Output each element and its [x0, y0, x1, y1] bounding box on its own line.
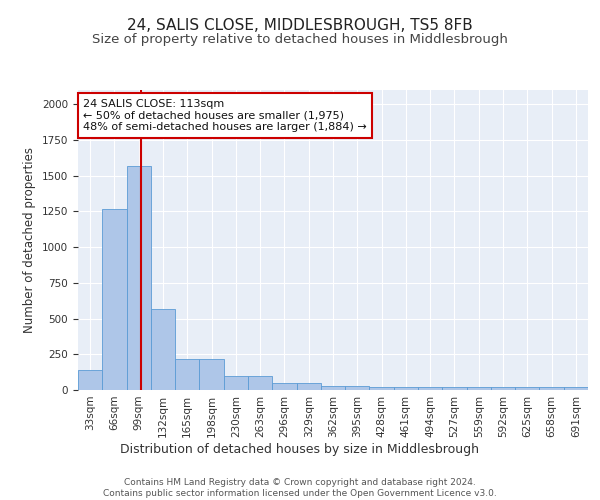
Bar — [78, 370, 102, 390]
Bar — [248, 376, 272, 390]
Text: Contains HM Land Registry data © Crown copyright and database right 2024.
Contai: Contains HM Land Registry data © Crown c… — [103, 478, 497, 498]
Bar — [515, 387, 539, 390]
Bar — [175, 360, 199, 390]
Bar — [224, 376, 248, 390]
Text: Size of property relative to detached houses in Middlesbrough: Size of property relative to detached ho… — [92, 32, 508, 46]
Bar — [296, 383, 321, 390]
Bar — [102, 208, 127, 390]
Bar — [321, 386, 345, 390]
Bar — [127, 166, 151, 390]
Bar — [370, 387, 394, 390]
Bar — [418, 387, 442, 390]
Text: 24 SALIS CLOSE: 113sqm
← 50% of detached houses are smaller (1,975)
48% of semi-: 24 SALIS CLOSE: 113sqm ← 50% of detached… — [83, 99, 367, 132]
Bar — [151, 308, 175, 390]
Bar — [442, 387, 467, 390]
Bar — [467, 387, 491, 390]
Bar — [345, 386, 370, 390]
Bar — [539, 387, 564, 390]
Bar — [272, 383, 296, 390]
Bar — [199, 360, 224, 390]
Y-axis label: Number of detached properties: Number of detached properties — [23, 147, 37, 333]
Text: Distribution of detached houses by size in Middlesbrough: Distribution of detached houses by size … — [121, 442, 479, 456]
Bar — [394, 387, 418, 390]
Bar — [564, 387, 588, 390]
Text: 24, SALIS CLOSE, MIDDLESBROUGH, TS5 8FB: 24, SALIS CLOSE, MIDDLESBROUGH, TS5 8FB — [127, 18, 473, 32]
Bar — [491, 387, 515, 390]
